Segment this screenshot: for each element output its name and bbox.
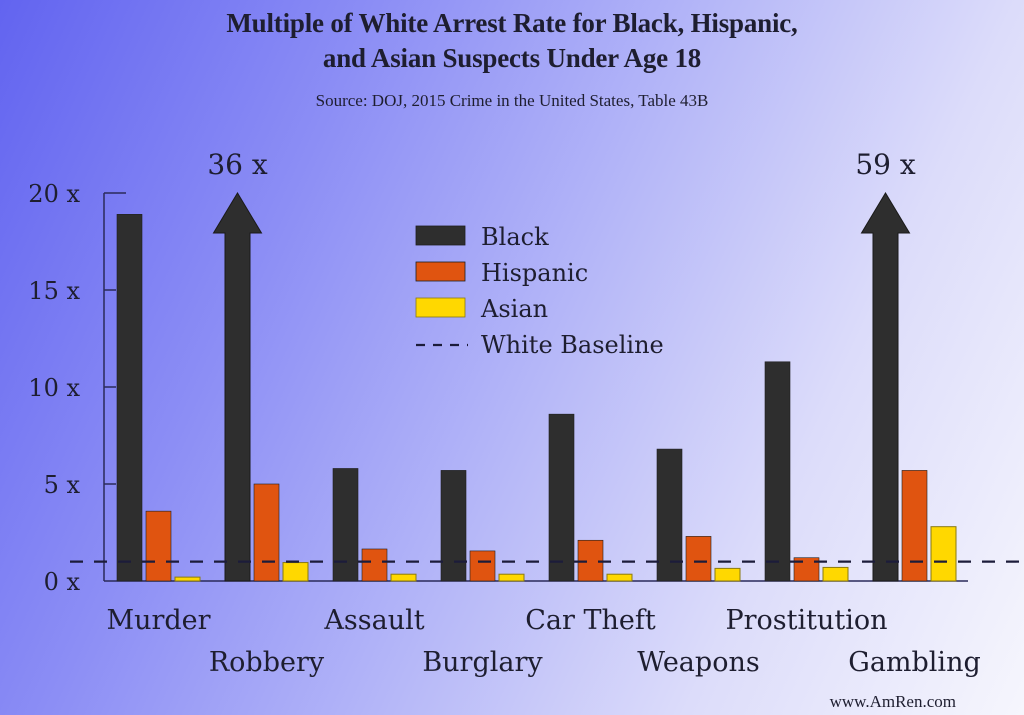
y-tick-label: 5 x [44, 471, 81, 499]
legend-label-black: Black [481, 223, 549, 251]
legend-swatch-hispanic [415, 261, 466, 282]
y-tick-label: 20 x [28, 180, 80, 208]
bar-prostitution-hispanic [793, 557, 820, 582]
labels-layer: 36 x 59 x Murder Robbery Assault Burglary Car … [106, 148, 980, 678]
annotation-robbery: 36 x [207, 148, 268, 181]
bar-assault-black [332, 468, 359, 582]
bar-robbery-black-arrow [212, 192, 263, 582]
bar-car-theft-black [548, 413, 575, 582]
bar-gambling-hispanic [901, 470, 928, 582]
bar-murder-hispanic [145, 510, 172, 582]
axes: 0 x 5 x 10 x 15 x 20 x [28, 180, 968, 596]
legend-item-white-baseline: White Baseline [416, 331, 664, 359]
bar-prostitution-asian [822, 566, 849, 582]
bar-gambling-black-arrow [860, 192, 911, 582]
chart-subtitle: Source: DOJ, 2015 Crime in the United St… [315, 91, 709, 110]
bar-burglary-hispanic [469, 550, 496, 582]
bar-weapons-hispanic [685, 536, 712, 582]
bar-murder-asian [174, 576, 201, 582]
bar-weapons-black [656, 448, 683, 582]
legend-item-hispanic: Hispanic [415, 259, 588, 287]
legend: Black Hispanic Asian White Baseline [415, 223, 664, 359]
y-tick-label: 0 x [44, 568, 81, 596]
annotation-gambling: 59 x [855, 148, 916, 181]
legend-swatch-black [415, 225, 466, 246]
legend-swatch-asian [415, 297, 466, 318]
legend-item-black: Black [415, 223, 549, 251]
chart-title-line-1: Multiple of White Arrest Rate for Black,… [226, 8, 798, 38]
bar-assault-asian [390, 573, 417, 582]
chart-title-line-2: and Asian Suspects Under Age 18 [322, 43, 702, 73]
x-category-label-assault: Assault [323, 605, 424, 636]
watermark: www.AmRen.com [829, 692, 956, 711]
legend-item-asian: Asian [415, 295, 548, 323]
x-category-label-car-theft: Car Theft [525, 605, 656, 636]
legend-label-asian: Asian [480, 295, 548, 323]
bar-car-theft-asian [606, 573, 633, 582]
bar-weapons-asian [714, 567, 741, 582]
x-category-label-prostitution: Prostitution [725, 605, 887, 636]
bar-assault-hispanic [361, 548, 388, 582]
bar-murder-black [116, 214, 143, 582]
bar-robbery-asian [282, 562, 309, 582]
bar-prostitution-black [764, 361, 791, 582]
x-category-label-burglary: Burglary [422, 647, 543, 678]
x-category-label-gambling: Gambling [848, 647, 981, 678]
bars-layer [116, 192, 957, 582]
x-category-label-robbery: Robbery [209, 647, 325, 678]
legend-label-hispanic: Hispanic [481, 259, 588, 287]
x-category-label-murder: Murder [106, 605, 210, 636]
bar-robbery-hispanic [253, 483, 280, 582]
bar-gambling-asian [930, 526, 957, 582]
bar-burglary-asian [498, 573, 525, 582]
legend-label-white-baseline: White Baseline [481, 331, 664, 359]
bar-burglary-black [440, 470, 467, 582]
y-tick-label: 15 x [28, 277, 80, 305]
y-tick-label: 10 x [28, 374, 80, 402]
x-category-label-weapons: Weapons [637, 647, 759, 678]
